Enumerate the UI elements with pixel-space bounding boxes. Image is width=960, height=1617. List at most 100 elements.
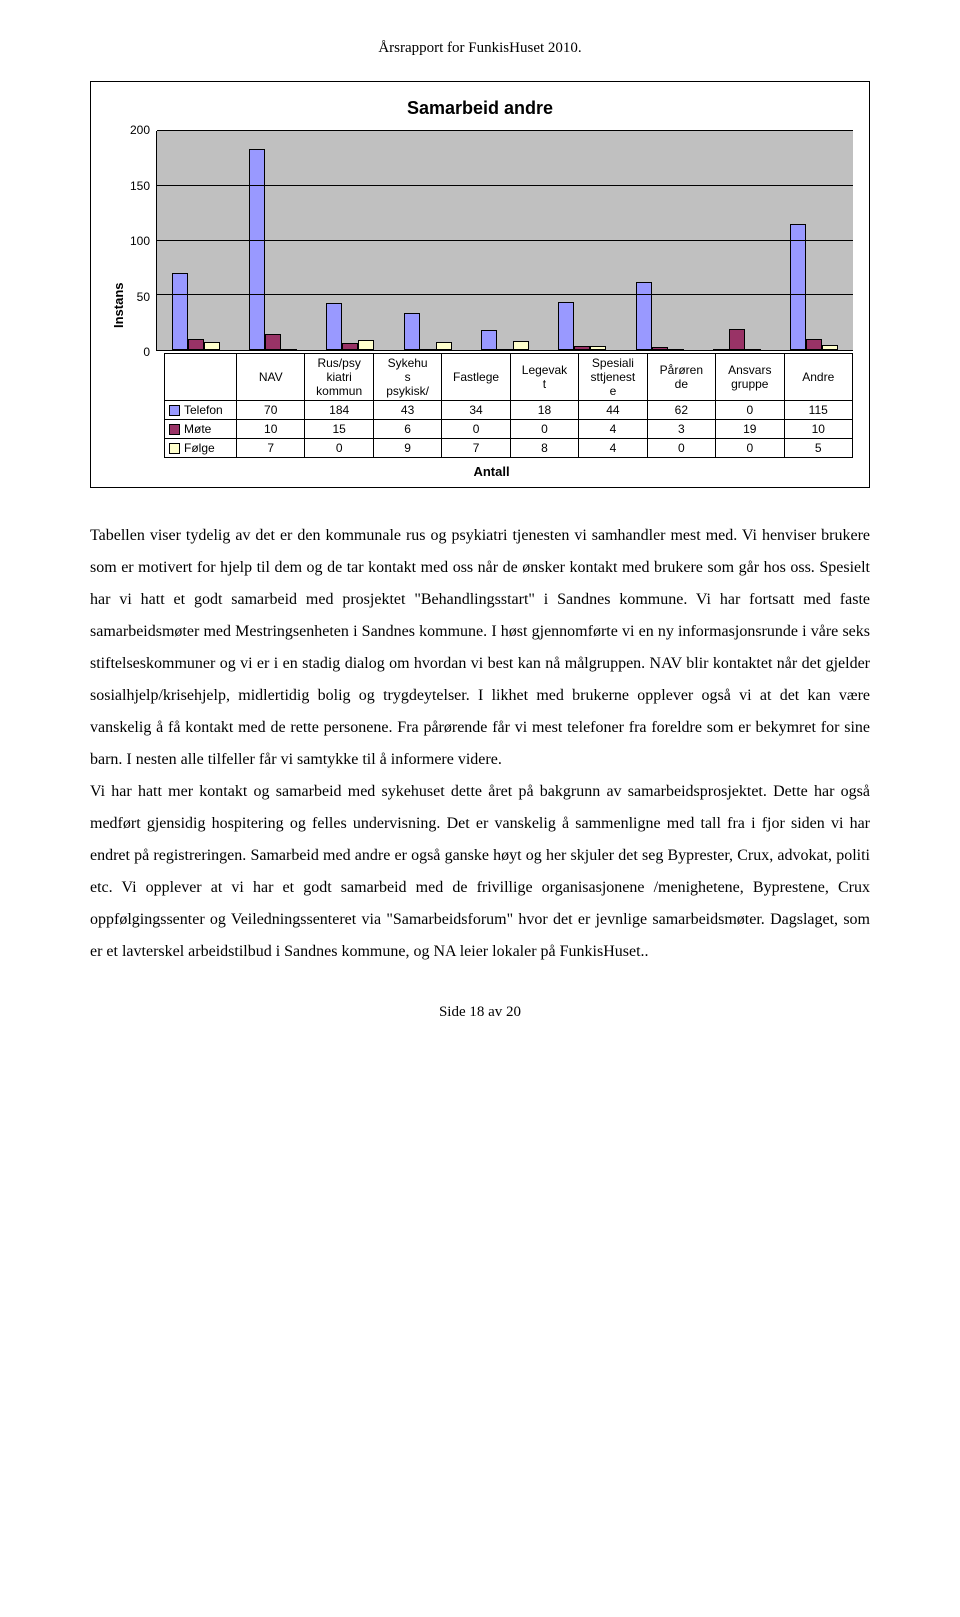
x-axis-label: Antall xyxy=(130,464,853,479)
legend-value-cell: 44 xyxy=(579,401,647,420)
bar xyxy=(574,346,590,350)
legend-value-cell: 18 xyxy=(510,401,578,420)
bar xyxy=(790,224,806,350)
legend-swatch xyxy=(169,424,180,435)
legend-category-header: Ansvarsgruppe xyxy=(716,354,784,401)
y-tick-label: 0 xyxy=(130,345,150,359)
legend-value-cell: 5 xyxy=(784,439,853,458)
bar xyxy=(326,303,342,350)
legend-corner xyxy=(165,354,237,401)
bar xyxy=(590,346,606,350)
bar xyxy=(513,341,529,350)
legend-series-label: Telefon xyxy=(184,403,223,417)
paragraph-2: Vi har hatt mer kontakt og samarbeid med… xyxy=(90,776,870,968)
legend-series-label: Følge xyxy=(184,441,215,455)
bar xyxy=(188,339,204,350)
legend-value-cell: 0 xyxy=(716,439,784,458)
legend-value-cell: 15 xyxy=(305,420,373,439)
bar xyxy=(481,330,497,350)
paragraph-1: Tabellen viser tydelig av det er den kom… xyxy=(90,520,870,776)
bar xyxy=(668,349,684,350)
bar xyxy=(172,273,188,350)
gridline xyxy=(157,294,853,295)
bar xyxy=(249,149,265,350)
y-tick-label: 200 xyxy=(130,123,150,137)
legend-series-cell: Telefon xyxy=(165,401,237,420)
legend-category-header: Sykehuspsykisk/ xyxy=(373,354,441,401)
bar-group xyxy=(698,131,775,350)
page-footer: Side 18 av 20 xyxy=(90,1004,870,1021)
legend-series-cell: Følge xyxy=(165,439,237,458)
chart-title: Samarbeid andre xyxy=(107,98,853,119)
page-header: Årsrapport for FunkisHuset 2010. xyxy=(90,40,870,57)
legend-value-cell: 0 xyxy=(510,420,578,439)
legend-value-cell: 3 xyxy=(647,420,715,439)
bar xyxy=(822,345,838,350)
legend-value-cell: 34 xyxy=(442,401,510,420)
bar-group xyxy=(389,131,466,350)
page-header-text: Årsrapport for FunkisHuset 2010. xyxy=(378,40,581,56)
bar xyxy=(265,334,281,350)
chart-legend-table: NAVRus/psykiatrikommunSykehuspsykisk/Fas… xyxy=(164,353,853,458)
bar-group xyxy=(312,131,389,350)
legend-value-cell: 10 xyxy=(237,420,305,439)
legend-value-cell: 4 xyxy=(579,439,647,458)
bar xyxy=(652,347,668,350)
legend-value-cell: 8 xyxy=(510,439,578,458)
chart-container: Samarbeid andre Instans 050100150200 NAV… xyxy=(90,81,870,488)
y-axis-label: Instans xyxy=(107,131,130,479)
legend-category-header: Rus/psykiatrikommun xyxy=(305,354,373,401)
bar-group xyxy=(776,131,853,350)
legend-category-header: NAV xyxy=(237,354,305,401)
bar xyxy=(558,302,574,350)
legend-swatch xyxy=(169,405,180,416)
legend-value-cell: 6 xyxy=(373,420,441,439)
y-tick-label: 150 xyxy=(130,179,150,193)
legend-series-label: Møte xyxy=(184,422,211,436)
bar xyxy=(204,342,220,350)
bar xyxy=(806,339,822,350)
bar xyxy=(420,349,436,350)
bar-group xyxy=(544,131,621,350)
legend-value-cell: 184 xyxy=(305,401,373,420)
legend-value-cell: 4 xyxy=(579,420,647,439)
bar-group xyxy=(466,131,543,350)
legend-value-cell: 19 xyxy=(716,420,784,439)
plot-area xyxy=(156,131,853,351)
gridline xyxy=(157,240,853,241)
bar xyxy=(436,342,452,350)
y-tick-label: 100 xyxy=(130,234,150,248)
bar-group xyxy=(621,131,698,350)
legend-value-cell: 10 xyxy=(784,420,853,439)
legend-category-header: Spesialisttjeneste xyxy=(579,354,647,401)
bar xyxy=(342,343,358,350)
legend-category-header: Andre xyxy=(784,354,853,401)
bar xyxy=(404,313,420,350)
bar xyxy=(281,349,297,350)
bar xyxy=(497,349,513,350)
bar xyxy=(745,349,761,350)
legend-series-cell: Møte xyxy=(165,420,237,439)
legend-swatch xyxy=(169,443,180,454)
page-footer-text: Side 18 av 20 xyxy=(439,1004,521,1020)
legend-category-header: Fastlege xyxy=(442,354,510,401)
y-tick-label: 50 xyxy=(130,290,150,304)
legend-value-cell: 7 xyxy=(237,439,305,458)
bar xyxy=(713,349,729,350)
y-axis-ticks: 0 50 100 150 200 xyxy=(130,123,156,359)
bar xyxy=(636,282,652,350)
legend-value-cell: 70 xyxy=(237,401,305,420)
legend-value-cell: 62 xyxy=(647,401,715,420)
legend-value-cell: 0 xyxy=(305,439,373,458)
legend-category-header: Pårørende xyxy=(647,354,715,401)
bar-group xyxy=(234,131,311,350)
bar xyxy=(729,329,745,350)
legend-value-cell: 0 xyxy=(647,439,715,458)
bar xyxy=(358,340,374,350)
legend-value-cell: 0 xyxy=(442,420,510,439)
legend-value-cell: 9 xyxy=(373,439,441,458)
body-text: Tabellen viser tydelig av det er den kom… xyxy=(90,520,870,968)
bar-group xyxy=(157,131,234,350)
legend-category-header: Legevakt xyxy=(510,354,578,401)
legend-value-cell: 7 xyxy=(442,439,510,458)
